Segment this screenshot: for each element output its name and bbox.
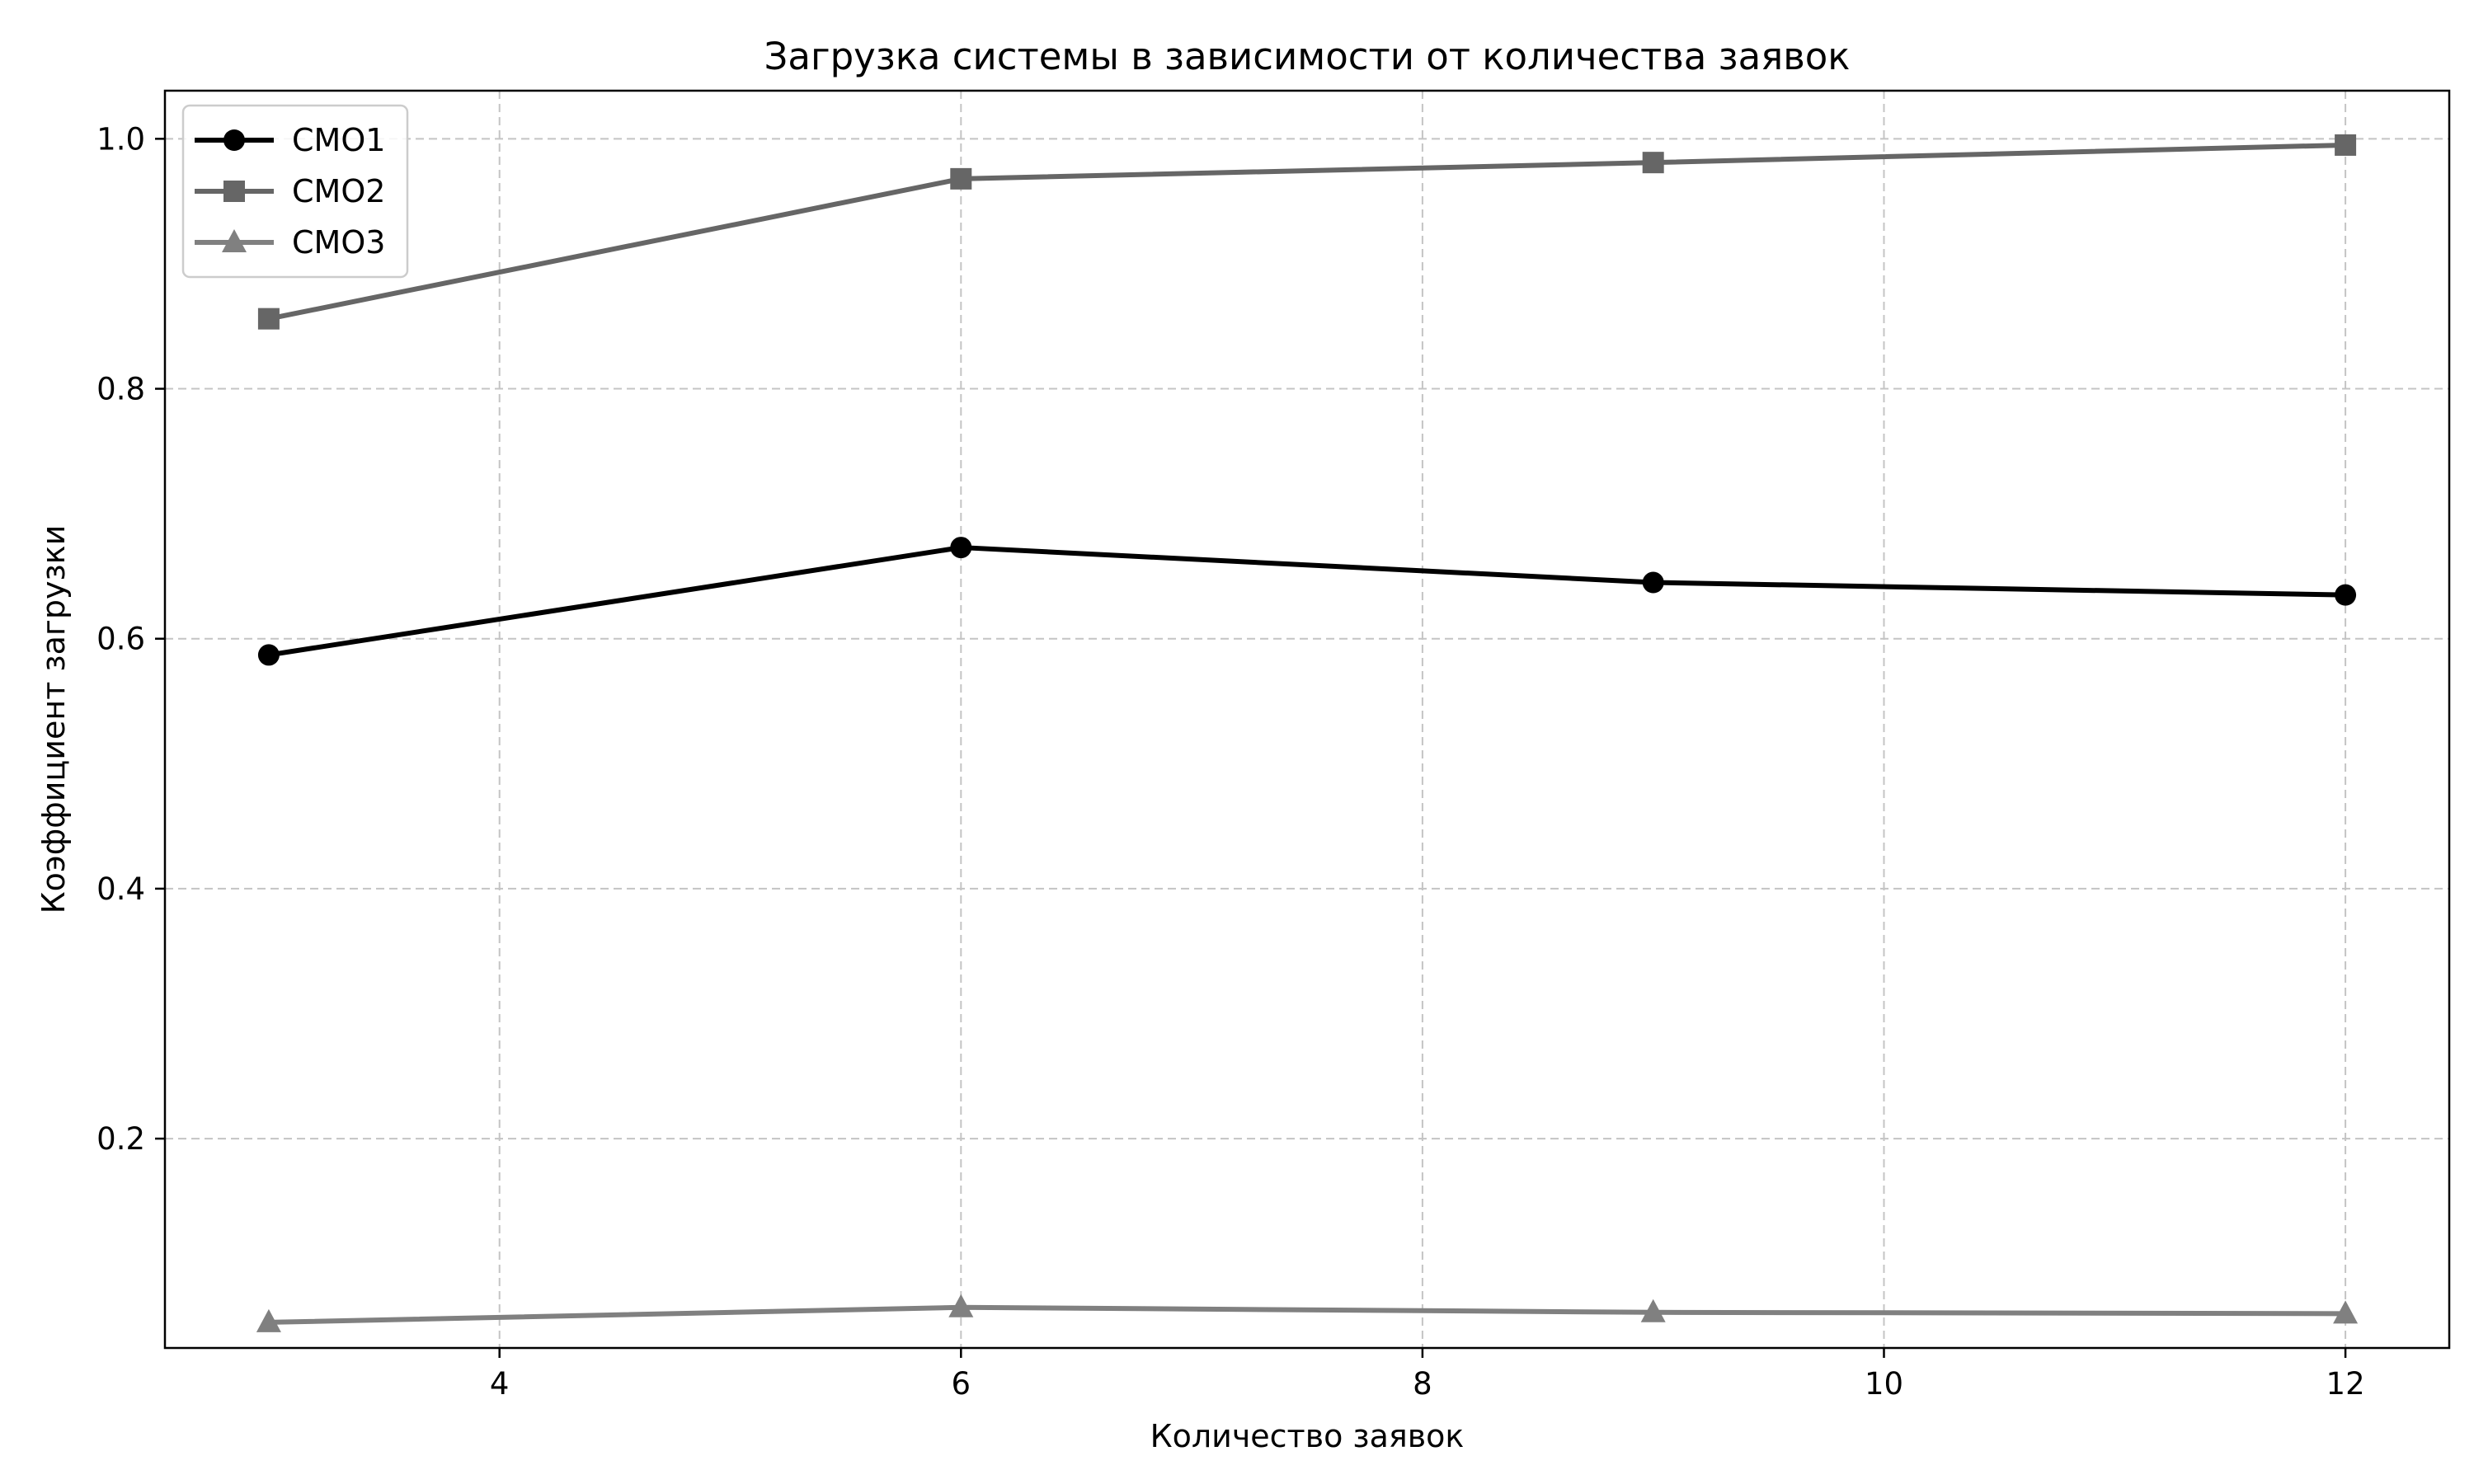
x-tick-label: 10	[1865, 1366, 1903, 1402]
legend-item: СМО1	[195, 122, 385, 158]
axis-ticks: 4 6 8 10 12 0.2 0.4 0.6 0.8 1.0	[96, 121, 2364, 1402]
series-group	[256, 134, 2359, 1332]
x-axis-label: Количество заявок	[1150, 1418, 1465, 1454]
y-tick-label: 0.6	[96, 622, 145, 657]
y-axis-label: Коэффициент загрузки	[35, 525, 72, 914]
series-1	[257, 537, 2357, 666]
legend-item: СМО3	[195, 224, 385, 261]
data-point	[256, 1308, 281, 1332]
series-2	[257, 134, 2357, 330]
grid	[165, 91, 2449, 1348]
data-point	[257, 644, 280, 666]
data-point	[1642, 152, 1664, 174]
legend-item: СМО2	[195, 173, 385, 209]
series-3	[256, 1294, 2359, 1332]
data-point	[257, 308, 280, 330]
series-line	[268, 1304, 2346, 1325]
series-line	[268, 142, 2346, 322]
chart-title: Загрузка системы в зависимости от количе…	[764, 35, 1851, 78]
y-tick-label: 1.0	[96, 121, 145, 157]
legend-marker	[223, 181, 245, 202]
legend-marker	[223, 129, 245, 151]
x-tick-label: 12	[2326, 1366, 2365, 1402]
x-tick-label: 4	[490, 1366, 510, 1402]
y-tick-label: 0.4	[96, 871, 145, 907]
legend-label: СМО3	[292, 224, 385, 261]
data-point	[1640, 1298, 1666, 1322]
data-point	[950, 167, 972, 190]
legend-label: СМО2	[292, 173, 385, 209]
plot-area	[163, 89, 2451, 1350]
legend-label: СМО1	[292, 122, 385, 158]
legend-marker	[222, 229, 247, 252]
x-tick-label: 6	[952, 1366, 971, 1402]
y-tick-label: 0.8	[96, 372, 145, 407]
data-point	[950, 537, 972, 559]
x-tick-label: 8	[1413, 1366, 1432, 1402]
series-line	[268, 545, 2346, 658]
data-point	[2333, 1300, 2359, 1324]
y-tick-label: 0.2	[96, 1121, 145, 1157]
data-point	[2335, 584, 2357, 606]
legend: СМО1 СМО2 СМО3	[181, 104, 409, 279]
data-point	[1642, 571, 1664, 594]
data-point	[2335, 134, 2357, 156]
data-point	[948, 1294, 974, 1317]
